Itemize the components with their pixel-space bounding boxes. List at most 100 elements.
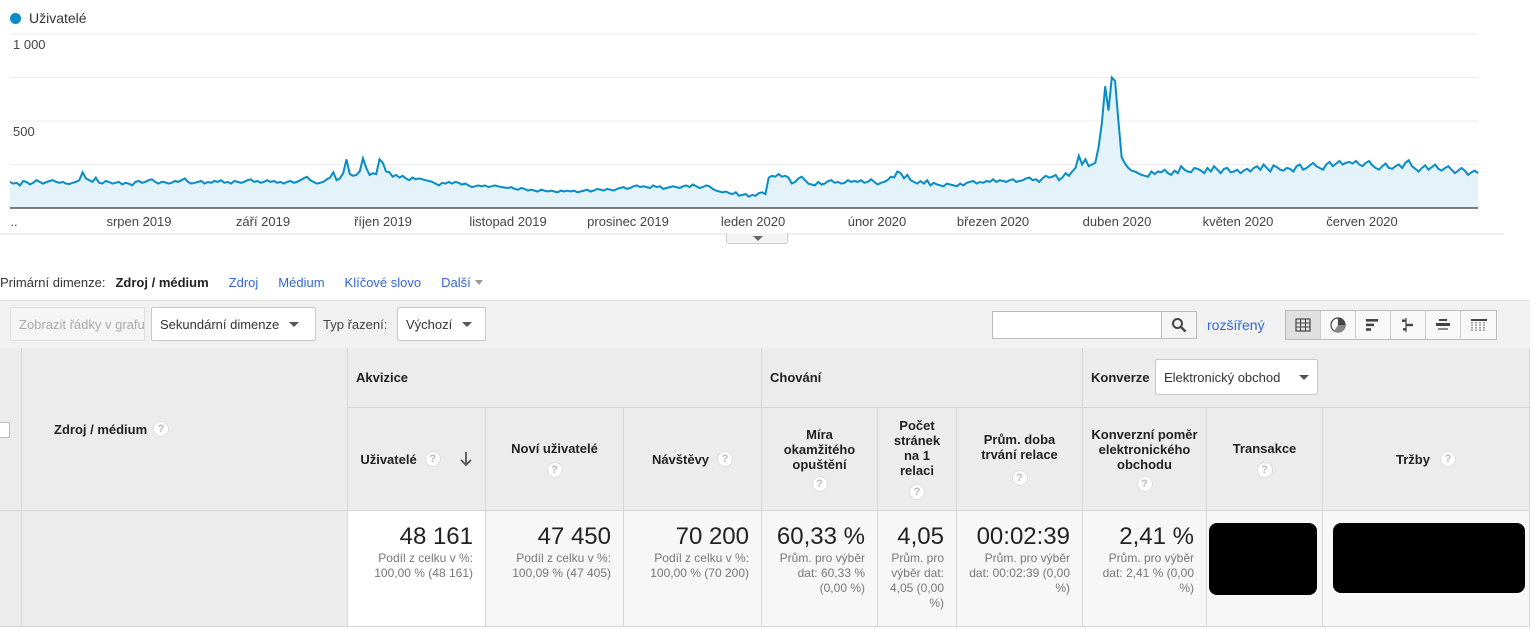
help-icon[interactable]: ? xyxy=(1256,461,1273,478)
col-revenue-label: Tržby xyxy=(1396,451,1430,467)
chevron-down-icon xyxy=(462,321,473,327)
col-sessions-label: Návštěvy xyxy=(651,451,710,467)
col-bounce-rate-label: Míra okamžitého opuštění xyxy=(783,426,856,472)
chart-collapse-toggle[interactable] xyxy=(726,233,788,244)
x-tick-label: září 2019 xyxy=(236,214,290,229)
pie-view-button[interactable] xyxy=(1321,311,1356,339)
col-bounce-rate[interactable]: Míra okamžitého opuštění ? xyxy=(762,408,878,511)
help-icon[interactable]: ? xyxy=(1439,451,1456,467)
total-sessions-sub: Podíl z celku v %: 100,00 % (70 200) xyxy=(650,551,749,580)
col-ecommerce-conversion-rate[interactable]: Konverzní poměr elektronického obchodu ? xyxy=(1083,408,1207,511)
x-tick-label: .. xyxy=(10,214,17,229)
y-tick-label: 1 000 xyxy=(13,37,46,52)
conversion-type-value: Elektronický obchod xyxy=(1164,369,1281,385)
group-behavior: Chování xyxy=(762,348,1083,408)
dimension-header-label: Zdroj / médium xyxy=(54,421,148,437)
total-ecommerce-conversion-rate-value: 2,41 % xyxy=(1119,523,1194,550)
search-button[interactable] xyxy=(1161,311,1197,339)
x-tick-label: prosinec 2019 xyxy=(587,214,669,229)
primary-dimension-active[interactable]: Zdroj / médium xyxy=(115,274,209,290)
sort-type-dropdown[interactable]: Výchozí xyxy=(397,307,486,341)
conversion-type-dropdown[interactable]: Elektronický obchod xyxy=(1155,359,1318,395)
primary-dimension-bar: Primární dimenze: Zdroj / médium Zdroj M… xyxy=(0,272,483,292)
plot-rows-button[interactable]: Zobrazit řádky v grafu xyxy=(10,307,145,341)
report-table: Zdroj / médium ? Akvizice Chování Konver… xyxy=(0,348,1530,630)
pie-view-icon xyxy=(1330,317,1346,333)
x-tick-label: červen 2020 xyxy=(1326,214,1398,229)
group-behavior-label: Chování xyxy=(770,370,822,385)
total-ecommerce-conversion-rate-sub: Prům. pro výběr dat: 2,41 % (0,00 %) xyxy=(1102,551,1194,595)
x-tick-label: listopad 2019 xyxy=(469,214,546,229)
dimension-header[interactable]: Zdroj / médium ? xyxy=(22,348,348,511)
table-search-input[interactable] xyxy=(992,311,1162,339)
redacted-block xyxy=(1333,523,1525,593)
select-all-checkbox[interactable] xyxy=(0,422,10,438)
x-tick-label: leden 2020 xyxy=(721,214,785,229)
chevron-down-icon xyxy=(1299,374,1309,380)
sort-type-value: Výchozí xyxy=(406,316,453,332)
total-users-value: 48 161 xyxy=(399,523,473,550)
total-new-users-value: 47 450 xyxy=(537,523,611,550)
col-avg-session-duration-label: Prům. doba trvání relace xyxy=(981,432,1058,462)
total-bounce-rate: 60,33 % Prům. pro výběr dat: 60,33 % (0,… xyxy=(762,511,878,627)
col-new-users[interactable]: Noví uživatelé ? xyxy=(486,408,624,511)
x-tick-label: duben 2020 xyxy=(1083,214,1152,229)
x-tick-label: únor 2020 xyxy=(848,214,907,229)
help-icon[interactable]: ? xyxy=(546,461,563,478)
col-users-label: Uživatelé xyxy=(360,451,417,467)
table-toolbar: Zobrazit řádky v grafu Sekundární dimenz… xyxy=(0,300,1530,348)
primary-dimension-label: Primární dimenze: xyxy=(0,274,106,290)
group-conversions-label: Konverze xyxy=(1091,370,1150,385)
secondary-dimension-dropdown[interactable]: Sekundární dimenze xyxy=(151,307,316,341)
pivot-view-button[interactable] xyxy=(1461,311,1496,339)
col-pages-per-session[interactable]: Počet stránek na 1 relaci ? xyxy=(878,408,957,511)
help-icon[interactable]: ? xyxy=(717,451,734,467)
plot-rows-label: Zobrazit řádky v grafu xyxy=(19,316,145,332)
x-tick-label: květen 2020 xyxy=(1203,214,1274,229)
primary-dimension-medium[interactable]: Médium xyxy=(278,274,325,290)
term-cloud-icon xyxy=(1436,319,1450,330)
chevron-down-icon xyxy=(474,279,483,285)
help-icon[interactable]: ? xyxy=(153,421,170,437)
legend-dot-icon xyxy=(10,12,21,24)
total-sessions: 70 200 Podíl z celku v %: 100,00 % (70 2… xyxy=(624,511,762,627)
help-icon[interactable]: ? xyxy=(424,451,441,467)
col-transactions[interactable]: Transakce ? xyxy=(1207,408,1323,511)
help-icon[interactable]: ? xyxy=(1011,470,1028,486)
x-tick-label: říjen 2019 xyxy=(354,214,412,229)
chart-canvas: 1 000 500.. srpen 2019 září 2019 říjen 2019 l… xyxy=(0,33,1504,235)
search-icon xyxy=(1172,318,1187,333)
col-sessions[interactable]: Návštěvy ? xyxy=(624,408,762,511)
x-tick-label: březen 2020 xyxy=(957,214,1029,229)
table-view-button[interactable] xyxy=(1286,311,1321,339)
col-users[interactable]: Uživatelé ? xyxy=(348,408,486,511)
total-new-users-sub: Podíl z celku v %: 100,09 % (47 405) xyxy=(512,551,611,580)
totals-row-spacer xyxy=(0,511,22,627)
redacted-block xyxy=(1209,523,1317,595)
col-pages-per-session-label: Počet stránek na 1 relaci xyxy=(893,418,941,478)
select-all-cell xyxy=(0,348,22,511)
total-users-sub: Podíl z celku v %: 100,00 % (48 161) xyxy=(374,551,473,580)
users-line-chart: Uživatelé 1 000 500.. srpen 2019 září 2019 ř… xyxy=(0,0,1537,250)
legend-label: Uživatelé xyxy=(29,10,87,26)
total-avg-session-duration-sub: Prům. pro výběr dat: 00:02:39 (0,00 %) xyxy=(969,551,1070,595)
pivot-view-icon xyxy=(1470,319,1487,331)
performance-view-button[interactable] xyxy=(1356,311,1391,339)
primary-dimension-source[interactable]: Zdroj xyxy=(228,274,259,290)
comparison-view-button[interactable] xyxy=(1391,311,1426,339)
comparison-view-icon xyxy=(1402,318,1413,332)
col-revenue[interactable]: Tržby ? xyxy=(1323,408,1530,511)
chart-legend: Uživatelé xyxy=(10,10,87,26)
total-users: 48 161 Podíl z celku v %: 100,00 % (48 1… xyxy=(348,511,486,627)
help-icon[interactable]: ? xyxy=(811,475,828,492)
help-icon[interactable]: ? xyxy=(1136,475,1153,492)
bar-view-icon xyxy=(1366,319,1378,331)
primary-dimension-keyword[interactable]: Klíčové slovo xyxy=(344,274,422,290)
advanced-filter-link[interactable]: rozšířený xyxy=(1207,317,1265,333)
primary-dimension-more[interactable]: Další xyxy=(441,275,483,290)
view-switcher xyxy=(1285,310,1497,340)
help-icon[interactable]: ? xyxy=(909,484,925,500)
term-cloud-view-button[interactable] xyxy=(1426,311,1461,339)
total-pages-per-session: 4,05 Prům. pro výběr dat: 4,05 (0,00 %) xyxy=(878,511,957,627)
col-avg-session-duration[interactable]: Prům. doba trvání relace ? xyxy=(957,408,1083,511)
